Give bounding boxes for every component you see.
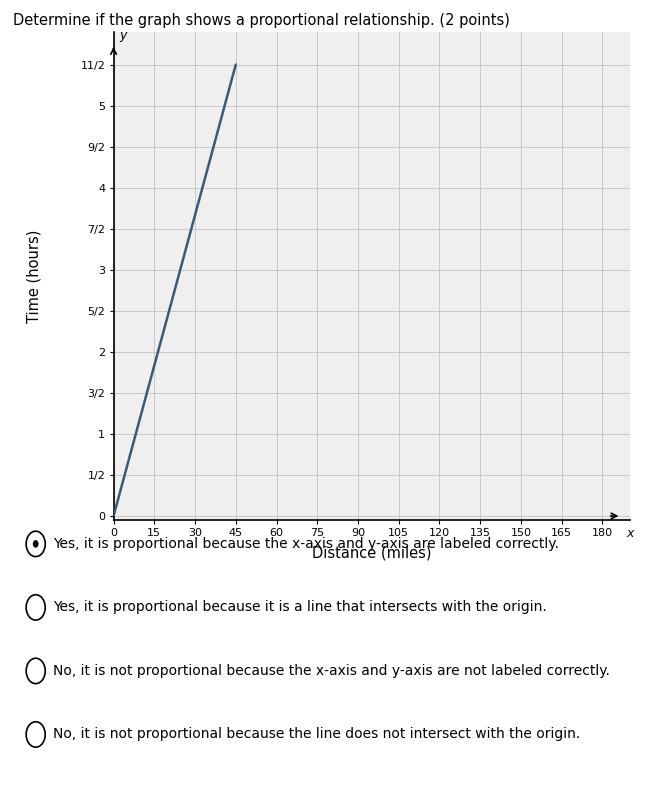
Text: No, it is not proportional because the line does not intersect with the origin.: No, it is not proportional because the l… — [53, 727, 580, 742]
Text: No, it is not proportional because the x-axis and y-axis are not labeled correct: No, it is not proportional because the x… — [53, 664, 610, 678]
X-axis label: Distance (miles): Distance (miles) — [312, 545, 432, 561]
Text: y: y — [119, 29, 127, 42]
Text: Determine if the graph shows a proportional relationship. (2 points): Determine if the graph shows a proportio… — [13, 13, 510, 29]
Text: x: x — [627, 526, 634, 540]
Text: Yes, it is proportional because it is a line that intersects with the origin.: Yes, it is proportional because it is a … — [53, 600, 547, 615]
Text: Yes, it is proportional because the x-axis and y-axis are labeled correctly.: Yes, it is proportional because the x-ax… — [53, 537, 559, 551]
Y-axis label: Time (hours): Time (hours) — [27, 229, 42, 322]
